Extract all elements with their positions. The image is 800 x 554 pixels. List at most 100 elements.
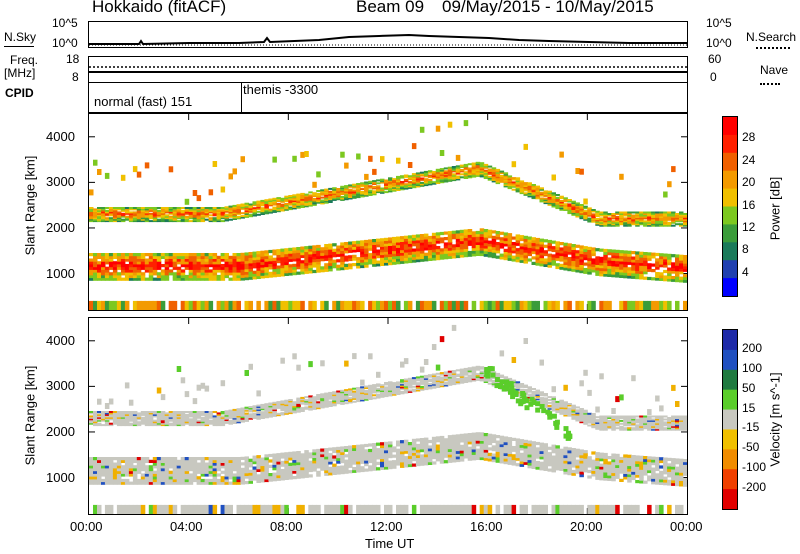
scatter-cell: [443, 170, 449, 173]
scatter-cell: [104, 459, 110, 463]
scatter-cell: [643, 223, 648, 226]
scatter-cell: [587, 260, 592, 264]
scatter-cell: [176, 208, 182, 211]
scatter-cell: [675, 215, 680, 218]
scatter-cell: [236, 473, 241, 477]
scatter-cell: [340, 191, 345, 194]
scatter-cell: [180, 264, 186, 268]
scatter-cell: [639, 257, 644, 261]
scatter-cell: [423, 244, 429, 248]
scatter-cell: [647, 263, 652, 267]
scatter-cell: [152, 411, 158, 413]
scatter-cell: [340, 389, 345, 392]
scatter-cell: [276, 204, 281, 207]
scatter-cell: [248, 480, 253, 484]
scatter-cell: [244, 418, 249, 421]
scatter-cell: [495, 170, 501, 173]
scatter-cell: [188, 504, 194, 514]
scatter-cell: [683, 217, 687, 220]
scatter-cell: [144, 258, 150, 262]
scatter-cell: [407, 181, 413, 184]
scatter-cell: [236, 258, 241, 262]
scatter-cell: [439, 438, 445, 442]
scatter-cell: [575, 205, 580, 208]
scatter-cell: [200, 208, 206, 211]
scatter-cell: [527, 194, 532, 196]
scatter-cell: [559, 252, 564, 257]
scatter-cell: [332, 395, 337, 398]
scatter-cell: [531, 189, 536, 192]
scatter-cell: [304, 455, 309, 459]
scatter-cell: [419, 126, 425, 133]
scatter-cell: [435, 372, 441, 375]
scatter-cell: [376, 300, 381, 310]
scatter-cell: [300, 265, 305, 269]
scatter-cell: [220, 418, 226, 421]
scatter-cell: [380, 254, 385, 258]
scatter-cell: [152, 481, 158, 485]
scatter-cell: [348, 394, 353, 397]
scatter-cell: [507, 175, 513, 178]
scatter-cell: [140, 217, 146, 220]
scatter-cell: [164, 418, 170, 421]
scatter-cell: [407, 259, 413, 264]
scatter-cell: [639, 211, 644, 214]
scatter-cell: [483, 443, 489, 448]
scatter-cell: [244, 456, 249, 460]
scatter-cell: [336, 393, 341, 396]
scatter-cell: [535, 195, 540, 198]
scatter-cell: [172, 416, 178, 419]
scatter-cell: [128, 504, 134, 514]
scatter-cell: [615, 258, 620, 262]
scatter-cell: [340, 449, 345, 453]
scatter-cell: [348, 398, 353, 401]
scatter-cell: [212, 481, 218, 485]
scatter-cell: [523, 241, 528, 245]
scatter-cell: [332, 400, 337, 402]
scatter-cell: [292, 459, 297, 463]
scatter-cell: [567, 212, 572, 215]
scatter-cell: [300, 268, 305, 272]
scatter-cell: [571, 246, 576, 250]
scatter-cell: [364, 188, 369, 191]
scatter-cell: [352, 392, 357, 394]
scatter-cell: [364, 395, 369, 398]
scatter-cell: [499, 253, 505, 257]
scatter-cell: [308, 198, 313, 201]
scatter-cell: [372, 190, 377, 193]
scatter-cell: [639, 217, 644, 220]
scatter-cell: [252, 461, 257, 465]
scatter-cell: [388, 242, 393, 246]
scatter-cell: [655, 258, 660, 262]
scatter-cell: [168, 459, 174, 463]
scatter-cell: [372, 385, 377, 388]
scatter-cell: [120, 412, 126, 415]
scatter-cell: [164, 218, 170, 221]
scatter-cell: [451, 374, 457, 377]
scatter-cell: [356, 450, 361, 454]
scatter-cell: [599, 220, 604, 223]
scatter-cell: [551, 254, 556, 258]
scatter-cell: [160, 220, 166, 223]
scatter-cell: [104, 419, 110, 422]
scatter-cell: [491, 170, 497, 173]
scatter-cell: [635, 254, 640, 258]
scatter-cell: [671, 254, 676, 258]
scatter-cell: [320, 406, 325, 409]
scatter-cell: [256, 468, 261, 472]
scatter-cell: [160, 421, 166, 424]
scatter-cell: [463, 367, 469, 370]
scatter-cell: [296, 407, 301, 410]
scatter-cell: [392, 186, 397, 189]
scatter-cell: [152, 277, 158, 281]
scatter-cell: [192, 218, 198, 221]
scatter-cell: [93, 465, 98, 469]
scatter-cell: [128, 220, 134, 223]
scatter-cell: [411, 186, 417, 189]
scatter-cell: [164, 413, 170, 416]
scatter-cell: [124, 468, 130, 472]
scatter-cell: [435, 232, 441, 236]
scatter-cell: [407, 186, 413, 189]
scatter-cell: [380, 453, 385, 457]
scatter-cell: [272, 453, 277, 457]
